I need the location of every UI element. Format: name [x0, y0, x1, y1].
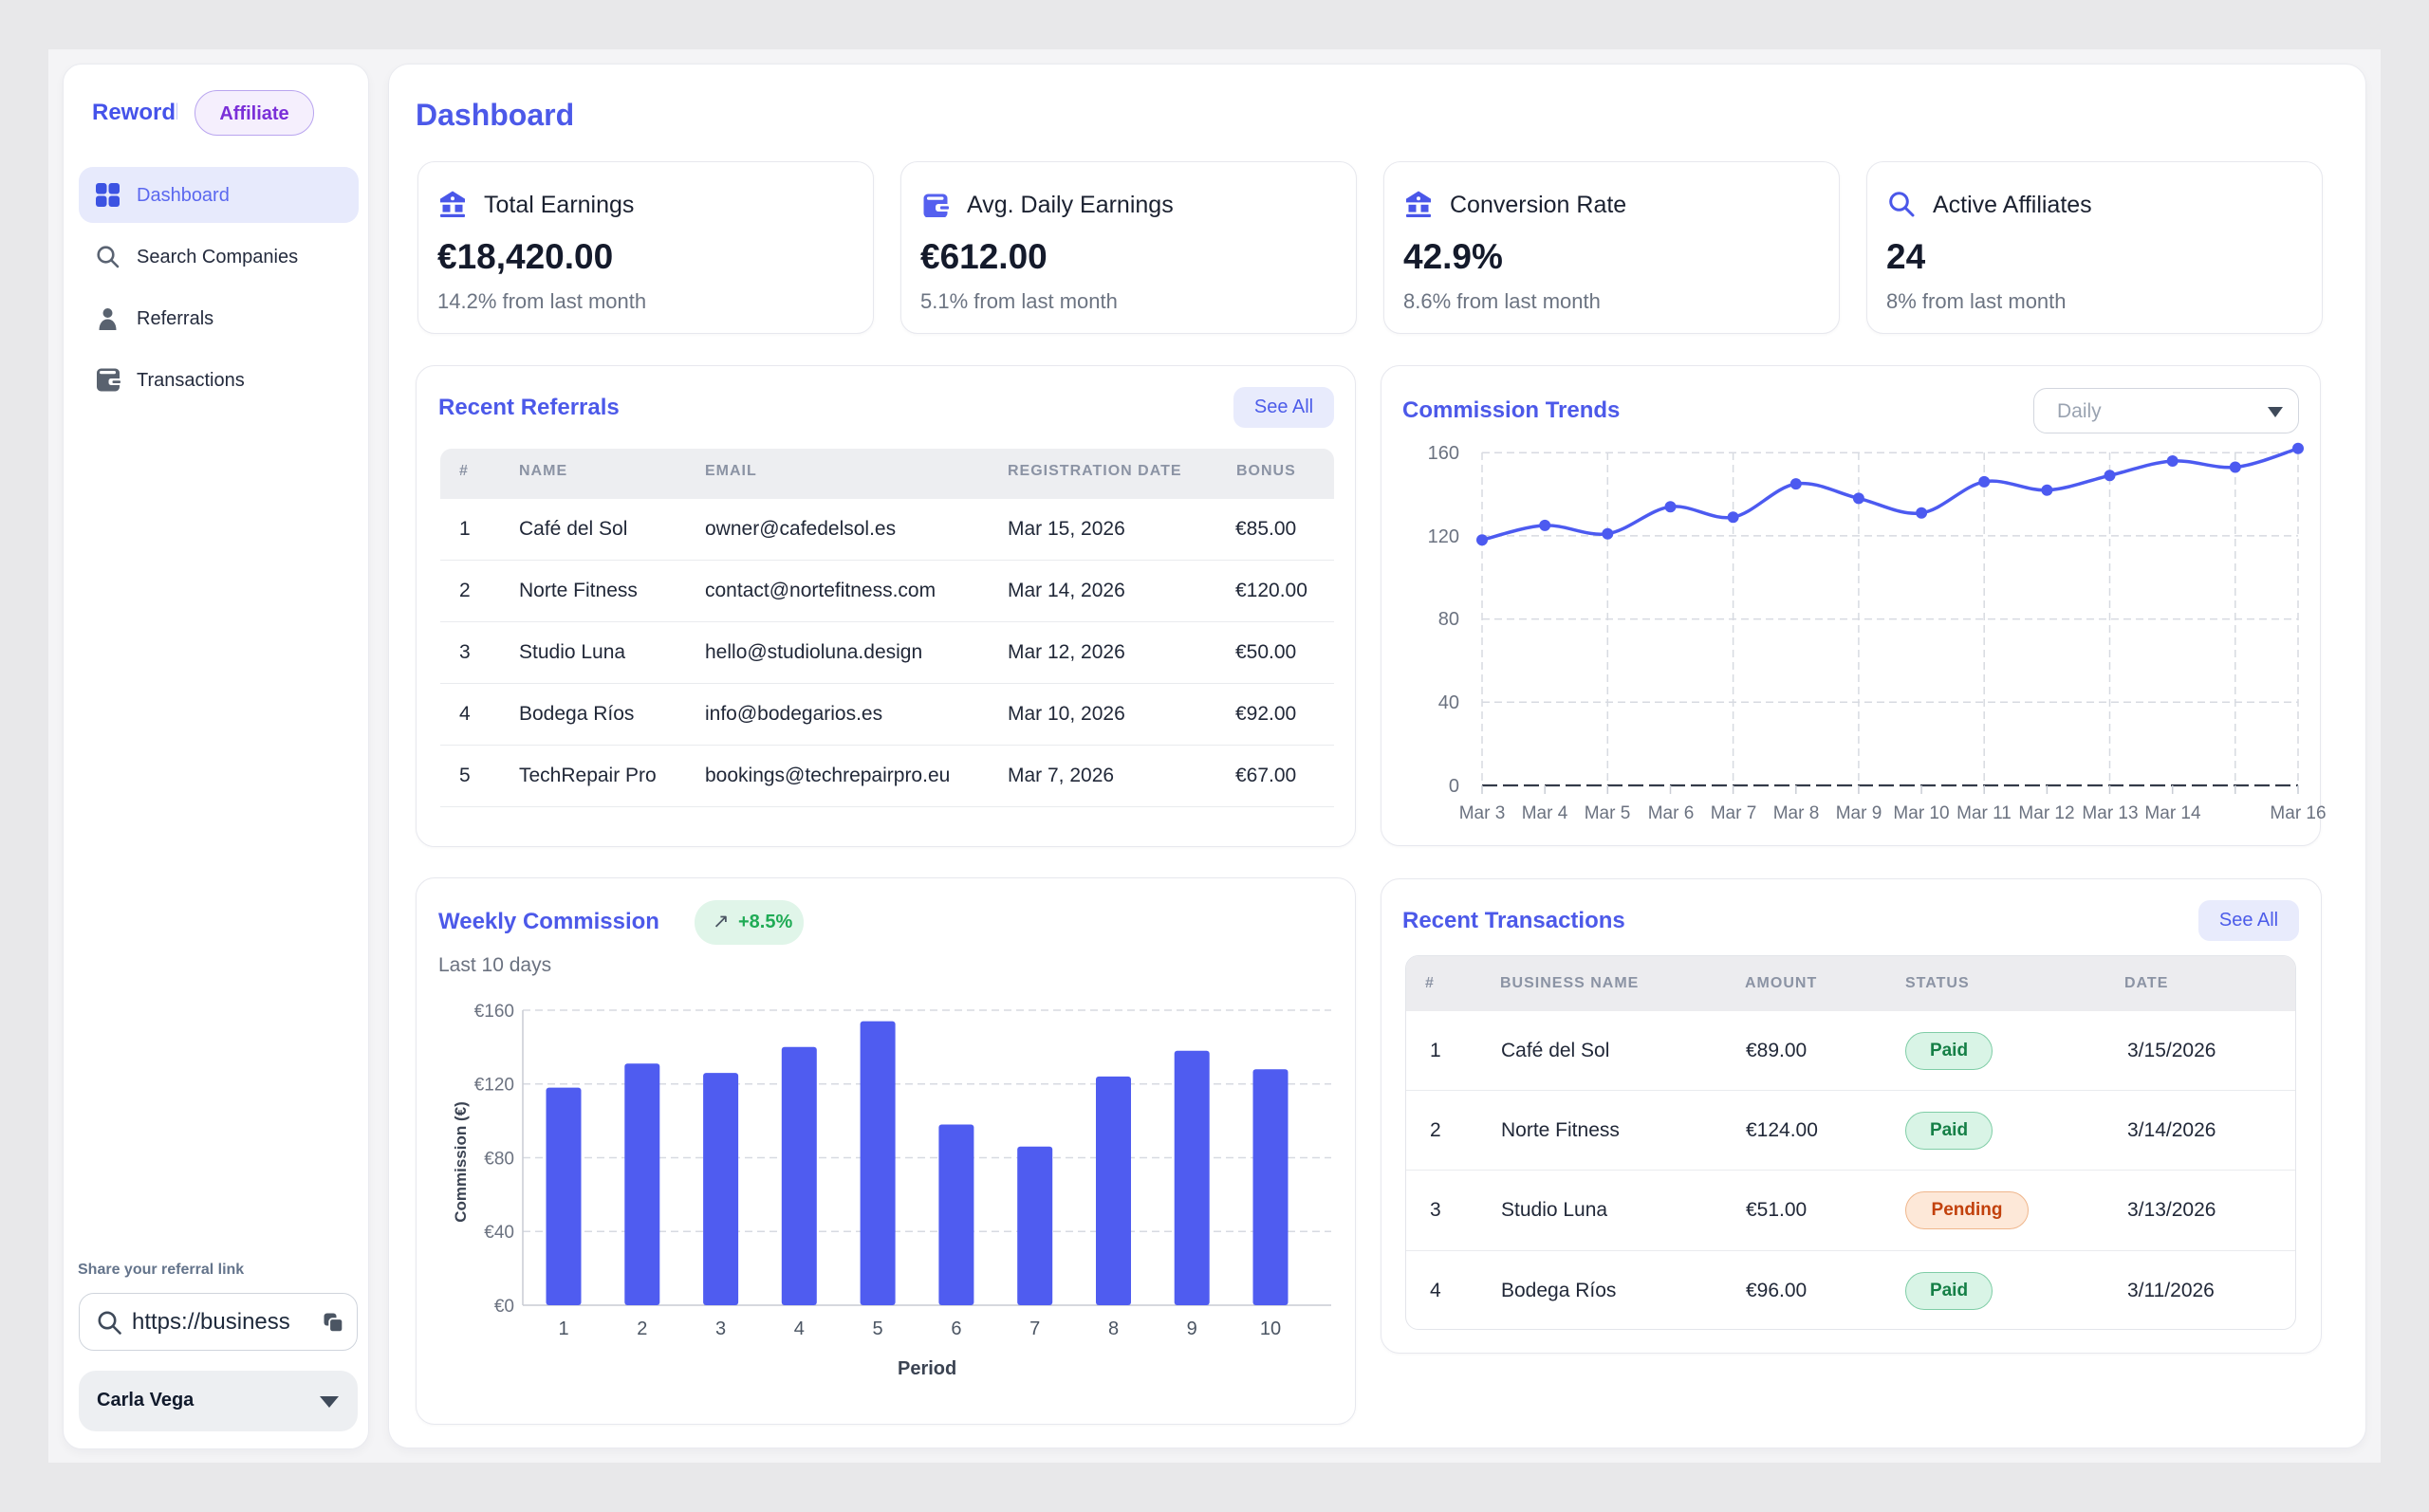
- svg-text:1: 1: [558, 1318, 568, 1339]
- svg-text:Mar 5: Mar 5: [1585, 803, 1631, 823]
- svg-text:0: 0: [1449, 776, 1459, 797]
- svg-text:€120: €120: [474, 1076, 514, 1096]
- svg-text:9: 9: [1187, 1318, 1197, 1339]
- svg-text:€160: €160: [474, 1002, 514, 1022]
- svg-text:10: 10: [1260, 1318, 1281, 1339]
- svg-text:€40: €40: [484, 1223, 514, 1243]
- svg-text:3: 3: [715, 1318, 726, 1339]
- svg-text:€0: €0: [494, 1297, 514, 1317]
- svg-text:Mar 14: Mar 14: [2144, 803, 2201, 823]
- svg-text:Mar 13: Mar 13: [2082, 803, 2138, 823]
- svg-text:Mar 10: Mar 10: [1893, 803, 1949, 823]
- svg-text:Mar 8: Mar 8: [1773, 803, 1820, 823]
- svg-text:8: 8: [1108, 1318, 1119, 1339]
- svg-text:Mar 7: Mar 7: [1711, 803, 1757, 823]
- svg-text:Mar 3: Mar 3: [1459, 803, 1506, 823]
- svg-text:Mar 4: Mar 4: [1522, 803, 1568, 823]
- svg-text:120: 120: [1428, 526, 1459, 547]
- svg-text:Mar 11: Mar 11: [1956, 803, 2012, 823]
- svg-text:160: 160: [1428, 443, 1459, 464]
- svg-text:80: 80: [1438, 609, 1459, 630]
- svg-text:40: 40: [1438, 692, 1459, 713]
- svg-text:2: 2: [637, 1318, 647, 1339]
- svg-text:4: 4: [794, 1318, 805, 1339]
- svg-text:Mar 16: Mar 16: [2270, 803, 2326, 823]
- svg-text:€80: €80: [484, 1150, 514, 1170]
- svg-text:6: 6: [951, 1318, 961, 1339]
- svg-text:Mar 6: Mar 6: [1648, 803, 1695, 823]
- svg-text:Mar 12: Mar 12: [2018, 803, 2074, 823]
- svg-text:7: 7: [1029, 1318, 1040, 1339]
- svg-text:5: 5: [873, 1318, 883, 1339]
- svg-text:Mar 9: Mar 9: [1836, 803, 1882, 823]
